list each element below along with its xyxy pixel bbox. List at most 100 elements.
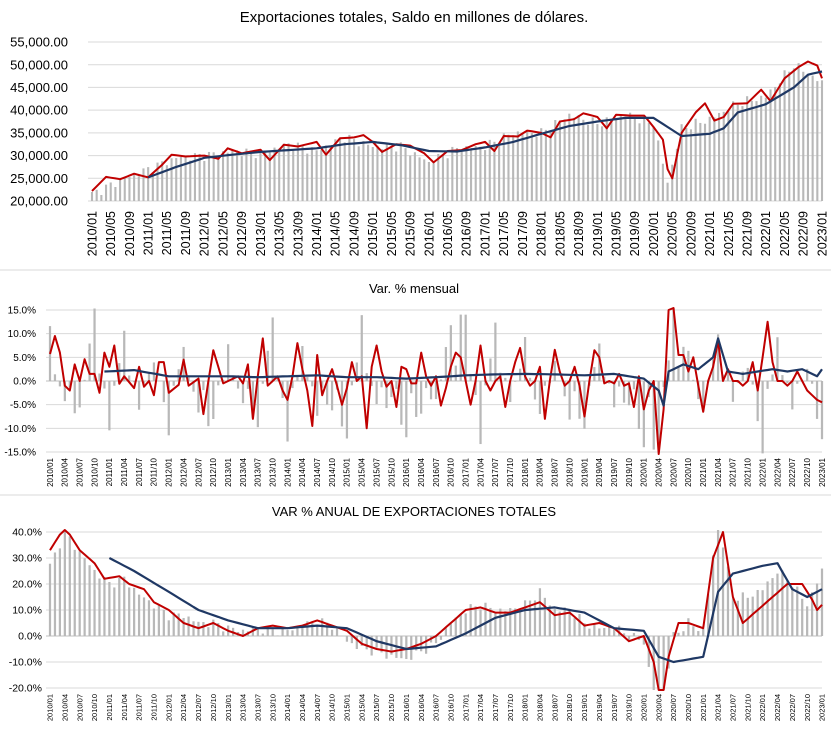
y-axis-labels: 55,000.00 50,000.00 45,000.00 40,000.00 35,0… — [10, 35, 68, 209]
bar — [498, 144, 501, 201]
bar — [454, 617, 457, 636]
bar — [276, 635, 279, 636]
bar — [441, 155, 445, 201]
bar — [672, 632, 675, 636]
bar — [694, 118, 697, 201]
y-axis-labels: 15.0% 10.0% 5.0% 0.0% -5.0% -10.0% -15.0% — [4, 306, 36, 459]
bar — [415, 636, 418, 651]
bar — [573, 618, 576, 636]
bar — [533, 381, 537, 400]
bar — [796, 381, 799, 384]
bar — [820, 381, 824, 440]
bar — [484, 150, 487, 201]
bar — [177, 613, 180, 636]
bar — [781, 570, 784, 636]
x-tick-label: 2016/07 — [432, 694, 441, 721]
bar — [455, 148, 459, 201]
bar — [103, 577, 106, 636]
bar — [128, 177, 131, 201]
bar — [395, 381, 398, 389]
bar — [254, 158, 257, 201]
x-tick-label: 2018/01 — [521, 694, 530, 721]
line-series-blue — [108, 557, 823, 664]
x-tick-label: 2013/05 — [273, 211, 287, 256]
bar — [161, 161, 164, 201]
x-tick-label: 2020/07 — [669, 457, 678, 486]
bar — [241, 381, 245, 404]
bar — [420, 381, 423, 414]
bar — [504, 611, 507, 636]
x-tick-label: 2017/10 — [506, 694, 515, 721]
bar — [469, 604, 472, 636]
bar — [516, 131, 519, 201]
bar — [380, 381, 383, 388]
bar — [268, 152, 271, 201]
y-tick-label: 15.0% — [8, 306, 36, 317]
bar — [182, 617, 185, 636]
bar — [444, 628, 448, 636]
x-tick-label: 2019/07 — [610, 457, 619, 486]
bar — [167, 381, 170, 436]
bar — [680, 124, 683, 201]
bar — [608, 625, 611, 636]
bar — [578, 613, 581, 636]
x-tick-label: 2021/04 — [714, 457, 723, 486]
bar — [588, 628, 591, 636]
bar — [193, 153, 197, 201]
x-tick-label: 2011/10 — [150, 457, 159, 486]
series-line-red — [49, 529, 823, 691]
x-tick-label: 2015/04 — [358, 457, 367, 486]
bar — [355, 636, 358, 650]
x-tick-label: 2013/04 — [239, 694, 248, 721]
x-tick-label: 2022/01 — [758, 694, 767, 721]
x-tick-label: 2021/05 — [722, 211, 736, 256]
bar — [538, 588, 542, 636]
bar — [756, 381, 759, 422]
bar — [273, 147, 276, 201]
x-tick-label: 2014/01 — [283, 457, 292, 486]
bar — [563, 381, 566, 397]
bar — [786, 581, 789, 636]
x-tick-label: 2012/07 — [194, 457, 203, 486]
bar — [385, 381, 388, 409]
y-tick-label: 45,000.00 — [10, 80, 68, 95]
x-tick-label: 2022/09 — [797, 211, 811, 256]
x-tick-label: 2010/01 — [46, 457, 55, 486]
x-tick-label: 2022/10 — [803, 694, 812, 721]
x-tick-label: 2014/09 — [347, 211, 361, 256]
x-tick-label: 2017/05 — [497, 211, 511, 256]
x-tick-label: 2012/09 — [235, 211, 249, 256]
bar — [596, 124, 599, 201]
bar — [577, 114, 580, 201]
y-tick-label: 40,000.00 — [10, 103, 68, 118]
bar — [632, 381, 636, 390]
bar — [558, 611, 561, 636]
bar — [657, 381, 660, 452]
bar — [712, 359, 715, 381]
x-tick-label: 2022/01 — [758, 457, 767, 486]
x-tick-label: 2020/01 — [640, 457, 649, 486]
bar — [256, 627, 259, 636]
bar — [617, 381, 621, 387]
bar — [716, 530, 720, 636]
bar — [657, 636, 660, 690]
bar — [563, 119, 566, 201]
bar — [802, 71, 805, 201]
x-tick-label: 2013/01 — [254, 211, 268, 256]
bar — [357, 146, 360, 201]
bar — [689, 129, 693, 201]
x-tick-label: 2017/01 — [461, 694, 470, 721]
bar — [771, 374, 774, 381]
bar — [796, 586, 799, 636]
y-tick-label: 10.0% — [8, 329, 36, 340]
x-tick-label: 2023/01 — [815, 211, 829, 256]
bar — [751, 596, 754, 636]
x-tick-label: 2022/07 — [788, 457, 797, 486]
bar — [324, 145, 328, 201]
bar — [791, 587, 794, 636]
bar — [217, 156, 220, 201]
series-line-blue — [104, 337, 823, 407]
bar — [251, 381, 255, 418]
bar — [385, 636, 388, 659]
bar — [776, 337, 779, 381]
